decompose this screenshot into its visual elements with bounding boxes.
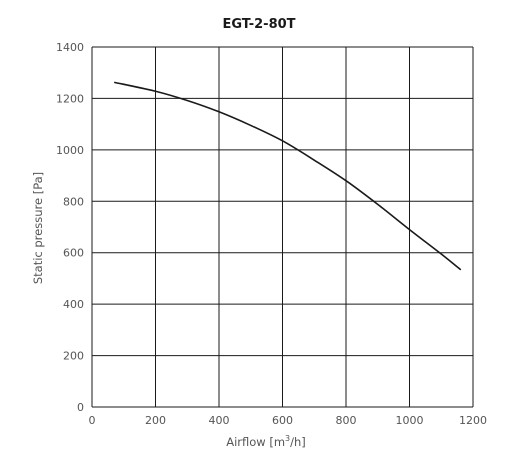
- x-axis-label: Airflow [m3/h]: [226, 434, 306, 449]
- x-tick-label: 0: [89, 414, 96, 427]
- x-tick-label: 600: [272, 414, 293, 427]
- y-tick-label: 200: [63, 350, 84, 363]
- x-tick-label: 200: [145, 414, 166, 427]
- y-tick-label: 0: [77, 401, 84, 414]
- x-tick-label: 400: [209, 414, 230, 427]
- y-tick-label: 400: [63, 298, 84, 311]
- x-axis-label-superscript: 3: [285, 434, 290, 443]
- y-axis-label: Static pressure [Pa]: [31, 172, 45, 284]
- y-tick-label: 1200: [56, 92, 84, 105]
- x-axis-label-main: Airflow [m: [226, 435, 285, 449]
- chart-title: EGT-2-80T: [222, 17, 295, 32]
- x-tick-label: 800: [336, 414, 357, 427]
- fan-curve-line: [114, 81, 462, 271]
- x-tick-label: 1000: [396, 414, 424, 427]
- y-axis-ticks: 0 200 400 600 800 1000 1200 1400: [56, 41, 84, 414]
- y-tick-label: 1400: [56, 41, 84, 54]
- y-tick-label: 800: [63, 195, 84, 208]
- x-axis-ticks: 0 200 400 600 800 1000 1200: [89, 414, 488, 427]
- y-tick-label: 600: [63, 247, 84, 260]
- curve-layer: [114, 81, 462, 271]
- y-tick-label: 1000: [56, 144, 84, 157]
- x-axis-label-tail: /h]: [290, 435, 306, 449]
- grid: [91, 46, 474, 408]
- x-tick-label: 1200: [459, 414, 487, 427]
